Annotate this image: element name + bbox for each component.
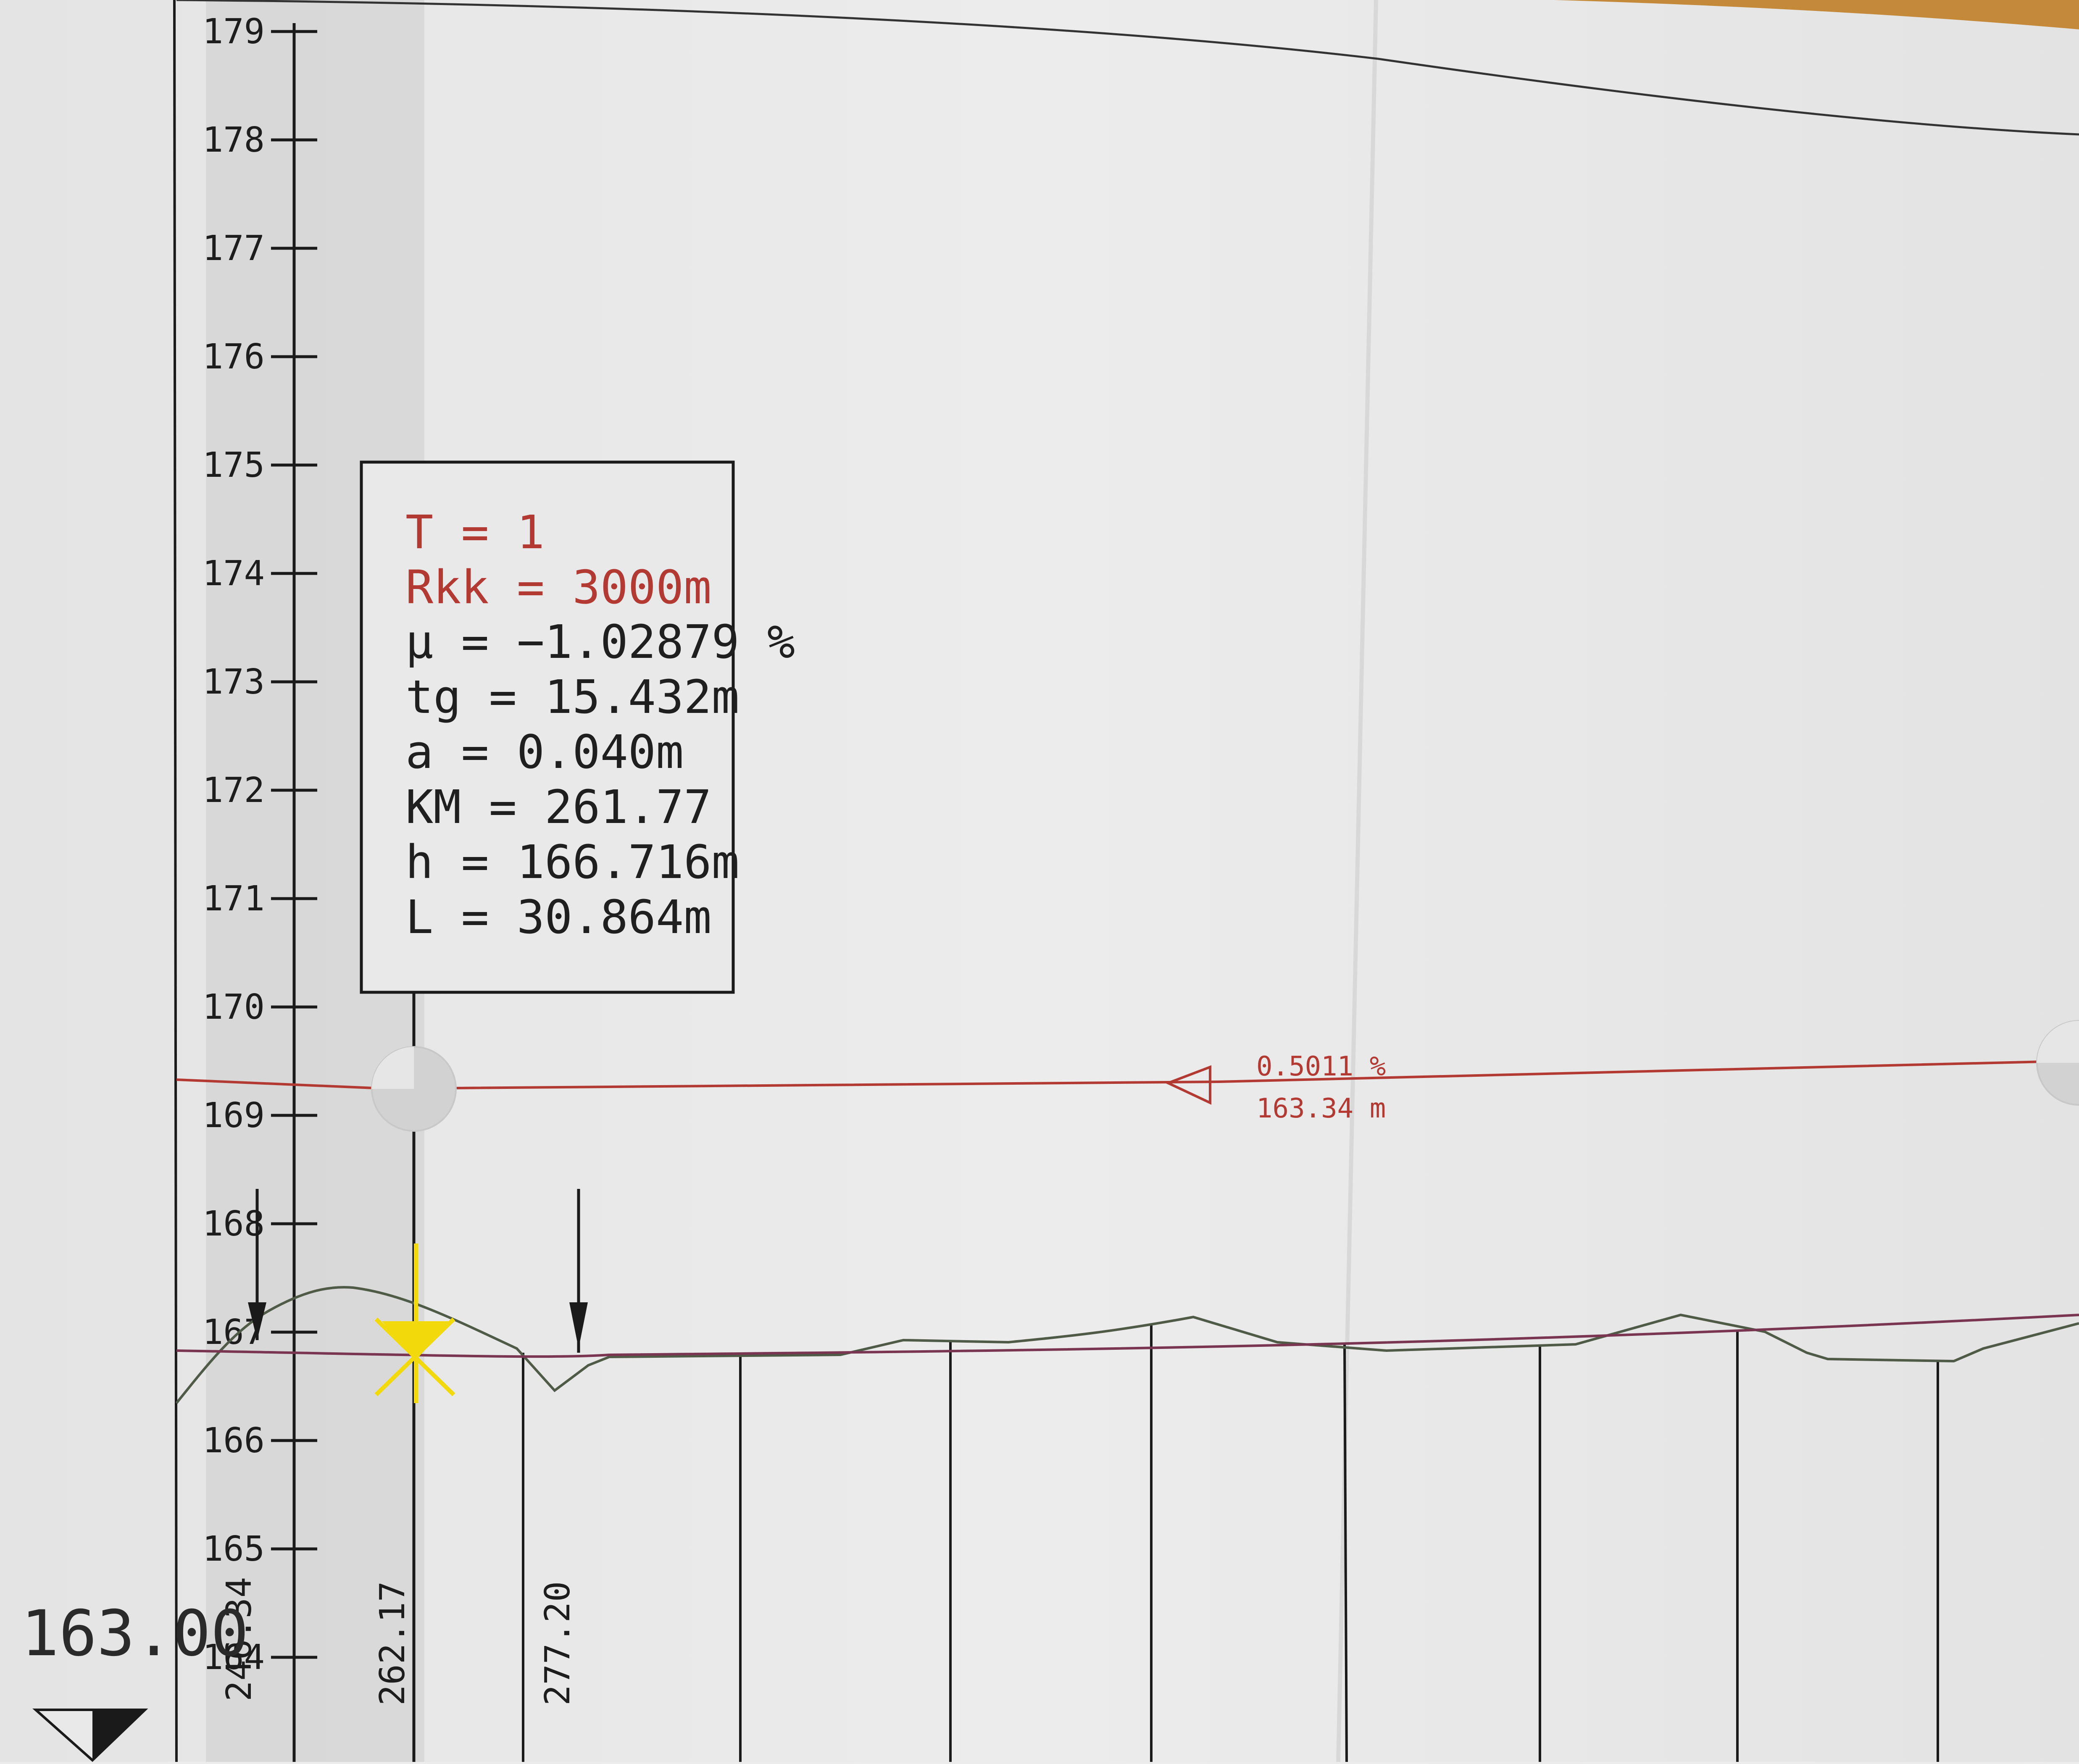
intersection-point-marker xyxy=(371,1046,457,1132)
intersection-point-marker-right xyxy=(2036,1020,2079,1106)
elevation-tick-label: 168 xyxy=(203,1204,265,1244)
datum-marker-icon xyxy=(32,1709,148,1762)
elevation-tick-label: 170 xyxy=(203,987,265,1027)
elevation-tick-label: 177 xyxy=(203,229,265,268)
table-surface xyxy=(1555,0,2079,29)
curve-info-line: tg = 15.432m xyxy=(405,670,739,724)
elevation-tick-label: 178 xyxy=(203,120,265,160)
station-label: 262.17 xyxy=(373,1581,413,1706)
elevation-tick-label: 166 xyxy=(203,1421,265,1461)
curve-info-line: μ = −1.02879 % xyxy=(405,615,795,669)
elevation-tick-label: 176 xyxy=(203,337,265,377)
elevation-tick-label: 165 xyxy=(203,1529,265,1569)
elevation-axis-labels: 1791781771761751741731721711701691681671… xyxy=(203,12,317,1677)
elevation-tick-label: 179 xyxy=(203,12,265,52)
vertical-curve-info-box: T = 1 Rkk = 3000m μ = −1.02879 % tg = 15… xyxy=(360,460,795,1762)
grade-length-label: 163.34 m xyxy=(1256,1093,1386,1124)
grade-percent-label: 0.5011 % xyxy=(1256,1051,1386,1082)
elevation-tick-label: 174 xyxy=(203,554,265,594)
station-arrow-icon xyxy=(569,1189,588,1353)
elevation-tick-label: 172 xyxy=(203,770,265,810)
curve-info-line: h = 166.716m xyxy=(405,835,739,889)
station-label: 246.34 xyxy=(219,1577,259,1701)
station-label: 277.20 xyxy=(538,1581,578,1706)
curve-info-line: T = 1 xyxy=(405,505,545,559)
ground-reference-line xyxy=(176,1314,2079,1358)
curve-info-line: Rkk = 3000m xyxy=(405,560,711,614)
elevation-tick-label: 175 xyxy=(203,445,265,485)
elevation-tick-label: 171 xyxy=(203,879,265,919)
sheet-edge-curve xyxy=(176,0,2079,136)
curve-info-line: a = 0.040m xyxy=(405,725,684,779)
elevation-tick-label: 169 xyxy=(203,1096,265,1136)
design-grade-line xyxy=(176,1059,2079,1089)
direction-triangle-icon xyxy=(1165,1065,1211,1105)
datum-elevation-label: 163.00 xyxy=(21,1597,249,1670)
elevation-tick-label: 164 xyxy=(203,1638,265,1677)
profile-left-border xyxy=(173,0,178,1762)
curve-info-line: L = 30.864m xyxy=(405,890,711,944)
curve-info-line: KM = 261.77 xyxy=(405,780,711,834)
elevation-tick-label: 173 xyxy=(203,662,265,702)
highlight-marker-icon xyxy=(374,1243,455,1403)
station-arrow-icon xyxy=(248,1189,266,1340)
